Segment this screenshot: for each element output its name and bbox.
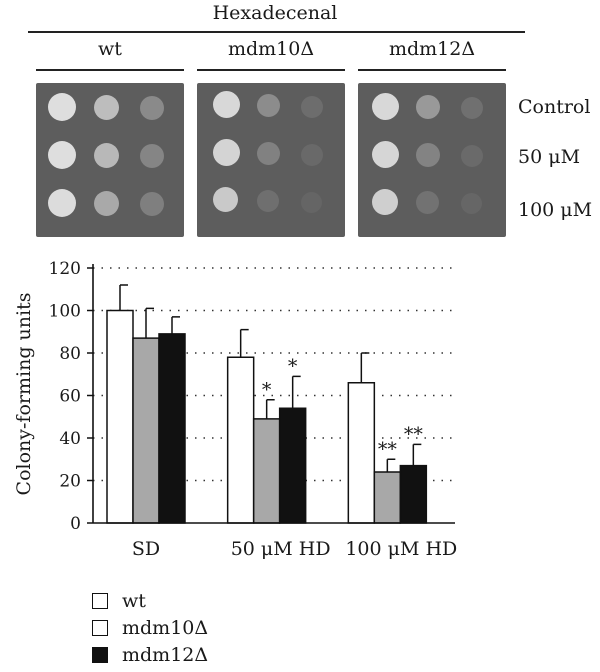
significance-mark: ** [404,423,424,445]
y-tick-label: 60 [59,387,81,407]
colony-spot [140,192,164,216]
colony-spot [94,191,119,216]
colony-spot [48,189,76,217]
colony-spot [372,189,398,215]
bar [373,471,402,524]
colony-spot [48,141,76,169]
y-tick-label: 100 [49,302,81,322]
y-tick-label: 20 [59,472,81,492]
x-category-label: SD [132,538,160,560]
strain-label-wt: wt [98,38,122,60]
legend-item-mdm12: mdm12Δ [92,644,208,666]
legend-label-wt: wt [122,590,146,612]
colony-spot [213,187,238,212]
y-tick-label: 120 [49,259,81,279]
legend-swatch-mdm10 [92,620,108,636]
colony-spot [301,144,323,166]
colony-spot [416,191,439,214]
bar [399,464,428,524]
strain-rule-mdm12 [358,69,506,71]
colony-spot [94,95,119,120]
colony-spot [461,193,482,214]
x-category-label: 100 μM HD [345,538,457,560]
significance-mark: ** [378,438,398,460]
header-rule [28,31,525,33]
strain-label-mdm12: mdm12Δ [388,38,476,60]
colony-spot [140,144,164,168]
figure-header-title: Hexadecenal [212,2,338,24]
legend-swatch-wt [92,593,108,609]
chart-bars: ****** [106,284,428,524]
chart-axes: 0 20 40 60 80 100 120 SD 50 μM HD 100 μM HD [49,259,458,560]
condition-label-50um: 50 μM [518,146,581,168]
plate-mdm12 [358,83,506,237]
colony-spot [257,142,280,165]
y-tick-label: 80 [59,344,81,364]
colony-spot [257,94,280,117]
bar [347,382,376,524]
significance-mark: * [262,379,272,401]
bar [106,309,134,524]
y-axis-label: Colony-forming units [13,293,35,496]
y-tick-label: 0 [70,514,81,534]
bar [252,418,281,524]
legend-item-wt: wt [92,590,146,612]
colony-spot [301,192,322,213]
colony-spot [372,93,399,120]
colony-spot [461,145,483,167]
x-category-label: 50 μM HD [231,538,331,560]
bar [278,407,307,524]
bar [158,333,186,524]
condition-label-100um: 100 μM [518,199,593,221]
legend-label-mdm10: mdm10Δ [122,617,209,639]
plate-wt [36,83,184,237]
plate-mdm10 [197,83,345,237]
condition-label-control: Control [518,96,591,118]
colony-spot [301,96,323,118]
strain-rule-wt [36,69,184,71]
bar [226,356,255,524]
colony-spot [48,93,76,121]
strain-rule-mdm10 [197,69,345,71]
bar [132,337,160,524]
colony-spot [461,97,483,119]
colony-spot [372,141,399,168]
legend-label-mdm12: mdm12Δ [122,644,209,666]
colony-spot [140,96,164,120]
colony-spot [94,143,119,168]
y-tick-label: 40 [59,429,81,449]
colony-spot [416,95,440,119]
colony-spot [213,91,240,118]
significance-mark: * [288,355,298,377]
colony-spot [257,190,279,212]
legend-swatch-mdm12 [92,647,108,663]
colony-spot [213,139,240,166]
colony-spot [416,143,440,167]
strain-label-mdm10: mdm10Δ [227,38,315,60]
legend-item-mdm10: mdm10Δ [92,617,208,639]
